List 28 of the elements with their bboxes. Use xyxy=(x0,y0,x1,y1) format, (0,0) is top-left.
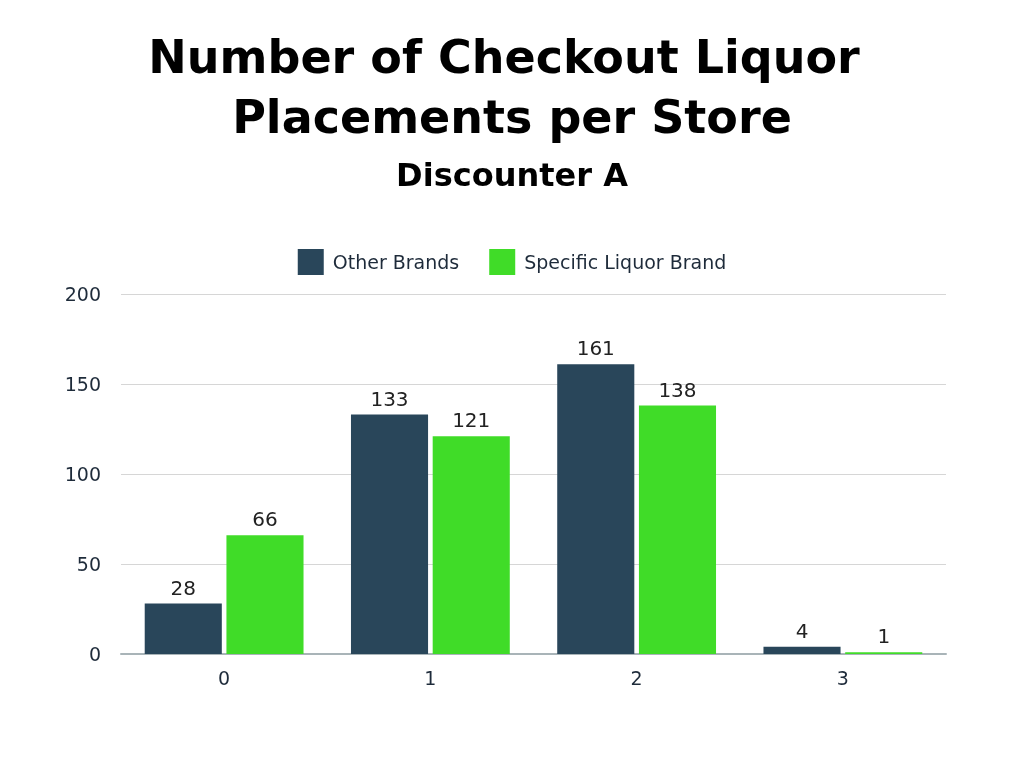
legend-label: Specific Liquor Brand xyxy=(524,251,727,273)
bar xyxy=(350,414,429,654)
y-tick-label: 200 xyxy=(64,283,101,305)
x-tick-label: 0 xyxy=(218,666,231,689)
bar xyxy=(432,436,510,654)
data-label: 66 xyxy=(252,507,278,532)
bar xyxy=(557,364,635,654)
chart-title: Number of Checkout Liquor Placements per Store xyxy=(148,30,876,144)
data-label: 133 xyxy=(370,386,409,411)
bar xyxy=(638,405,717,654)
legend-label: Other Brands xyxy=(332,251,460,273)
y-tick-label: 50 xyxy=(76,553,101,575)
y-tick-label: 0 xyxy=(88,643,101,665)
bar xyxy=(763,646,841,654)
bar xyxy=(144,603,222,654)
data-label: 28 xyxy=(170,575,196,600)
y-tick-label: 150 xyxy=(64,373,101,395)
data-label: 4 xyxy=(795,618,809,643)
data-label: 138 xyxy=(658,377,697,402)
y-tick-label: 100 xyxy=(64,463,101,485)
x-tick-label: 3 xyxy=(836,666,849,689)
data-label: 161 xyxy=(576,336,615,361)
data-label: 1 xyxy=(877,624,891,649)
chart-subtitle: Discounter A xyxy=(396,156,629,194)
bar xyxy=(226,535,304,654)
x-tick-label: 1 xyxy=(424,666,437,689)
x-tick-label: 2 xyxy=(630,666,643,689)
data-label: 121 xyxy=(452,408,491,433)
